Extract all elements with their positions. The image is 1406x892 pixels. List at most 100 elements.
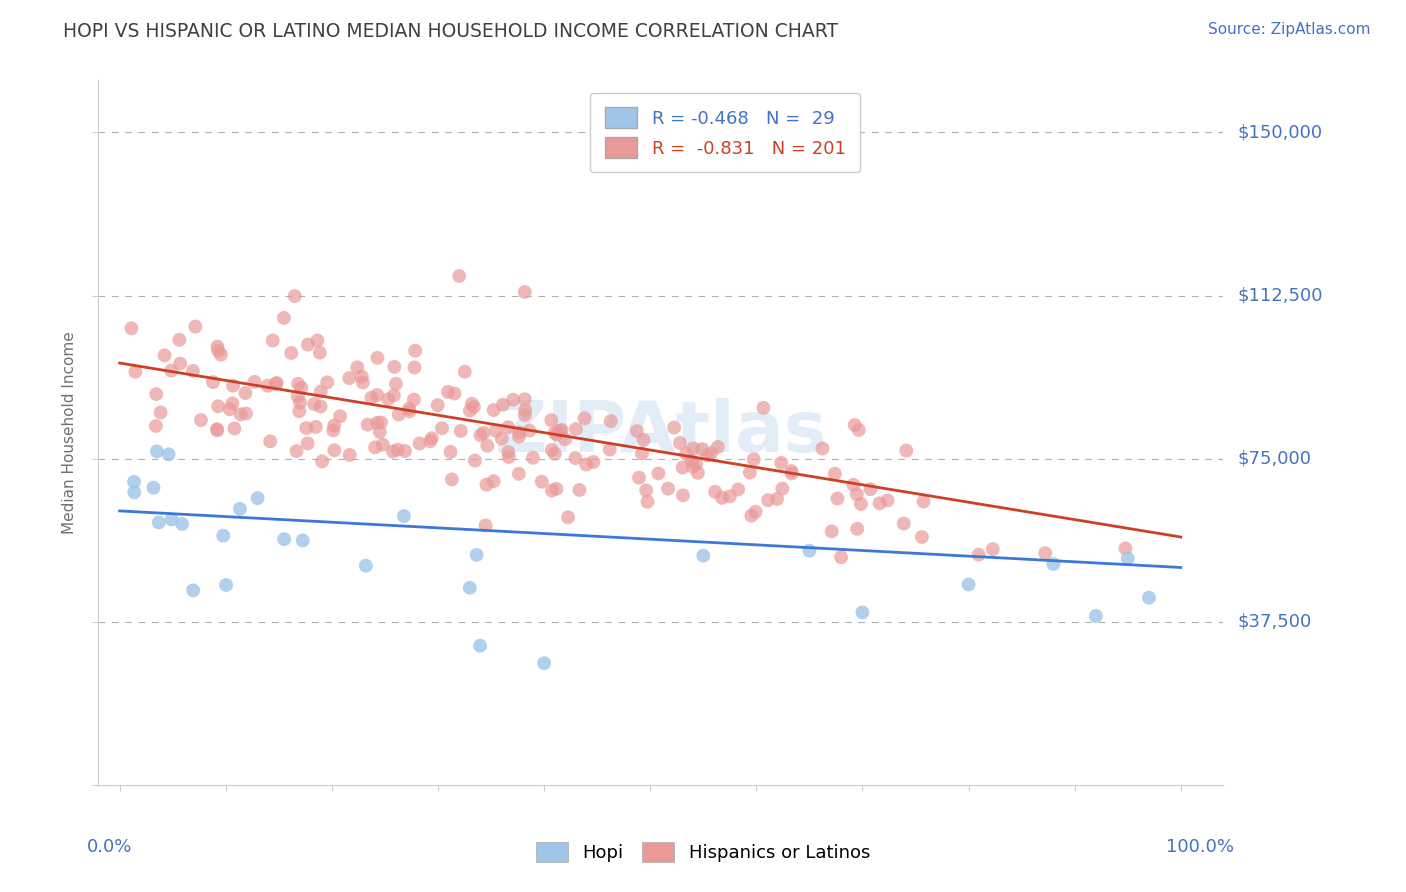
Point	[472, 425, 495, 440]
Point	[160, 512, 183, 526]
Point	[662, 420, 685, 434]
Point	[682, 459, 704, 474]
Point	[273, 532, 295, 546]
Point	[259, 434, 281, 449]
Point	[780, 464, 803, 478]
Point	[364, 441, 387, 455]
Point	[496, 420, 519, 434]
Point	[297, 436, 319, 450]
Point	[690, 442, 713, 457]
Point	[302, 397, 325, 411]
Point	[256, 378, 278, 392]
Point	[280, 346, 302, 360]
Point	[262, 334, 284, 348]
Point	[212, 529, 235, 543]
Text: $75,000: $75,000	[1237, 450, 1312, 467]
Point	[350, 369, 373, 384]
Point	[700, 446, 723, 460]
Point	[692, 549, 714, 563]
Point	[207, 343, 229, 358]
Point	[209, 348, 232, 362]
Point	[738, 466, 761, 480]
Text: ZIPAtlas: ZIPAtlas	[495, 398, 827, 467]
Point	[426, 398, 449, 412]
Point	[437, 384, 460, 399]
Point	[893, 516, 915, 531]
Text: $112,500: $112,500	[1237, 286, 1323, 304]
Point	[842, 478, 865, 492]
Point	[869, 496, 891, 510]
Point	[169, 333, 191, 347]
Point	[264, 376, 287, 391]
Point	[184, 319, 207, 334]
Point	[360, 391, 382, 405]
Point	[461, 397, 484, 411]
Point	[323, 443, 346, 458]
Point	[190, 413, 212, 427]
Point	[172, 516, 194, 531]
Point	[582, 455, 605, 469]
Point	[475, 477, 498, 491]
Point	[337, 371, 360, 385]
Point	[309, 400, 332, 414]
Point	[450, 424, 472, 438]
Point	[148, 516, 170, 530]
Point	[530, 475, 553, 489]
Point	[682, 442, 704, 456]
Point	[756, 493, 779, 508]
Point	[287, 390, 309, 404]
Point	[704, 484, 727, 499]
Point	[470, 428, 492, 442]
Point	[485, 424, 508, 438]
Point	[370, 416, 392, 430]
Point	[157, 447, 180, 461]
Point	[752, 401, 775, 415]
Point	[574, 411, 596, 425]
Point	[458, 403, 481, 417]
Point	[440, 472, 463, 486]
Point	[408, 436, 430, 450]
Point	[515, 403, 537, 417]
Point	[382, 359, 405, 374]
Text: 0.0%: 0.0%	[87, 838, 132, 855]
Point	[546, 482, 568, 496]
Point	[1114, 541, 1136, 556]
Point	[205, 422, 228, 436]
Point	[846, 522, 869, 536]
Point	[672, 488, 695, 502]
Point	[215, 578, 238, 592]
Point	[799, 543, 821, 558]
Point	[912, 494, 935, 508]
Point	[463, 400, 485, 414]
Point	[482, 403, 505, 417]
Point	[957, 577, 980, 591]
Point	[229, 501, 252, 516]
Point	[550, 423, 572, 437]
Point	[636, 483, 658, 498]
Point	[285, 444, 308, 458]
Point	[439, 445, 461, 459]
Point	[554, 433, 576, 447]
Point	[821, 524, 844, 539]
Point	[235, 386, 257, 401]
Point	[273, 310, 295, 325]
Point	[541, 483, 564, 498]
Point	[657, 482, 679, 496]
Point	[449, 268, 471, 283]
Point	[468, 639, 491, 653]
Point	[218, 402, 240, 417]
Point	[305, 420, 328, 434]
Point	[508, 425, 530, 440]
Point	[354, 558, 377, 573]
Point	[307, 334, 329, 348]
Point	[295, 421, 318, 435]
Point	[727, 483, 749, 497]
Point	[718, 489, 741, 503]
Point	[859, 482, 882, 496]
Point	[366, 388, 388, 402]
Point	[1033, 546, 1056, 560]
Point	[544, 425, 567, 440]
Point	[827, 491, 849, 506]
Point	[420, 431, 443, 445]
Point	[398, 401, 420, 416]
